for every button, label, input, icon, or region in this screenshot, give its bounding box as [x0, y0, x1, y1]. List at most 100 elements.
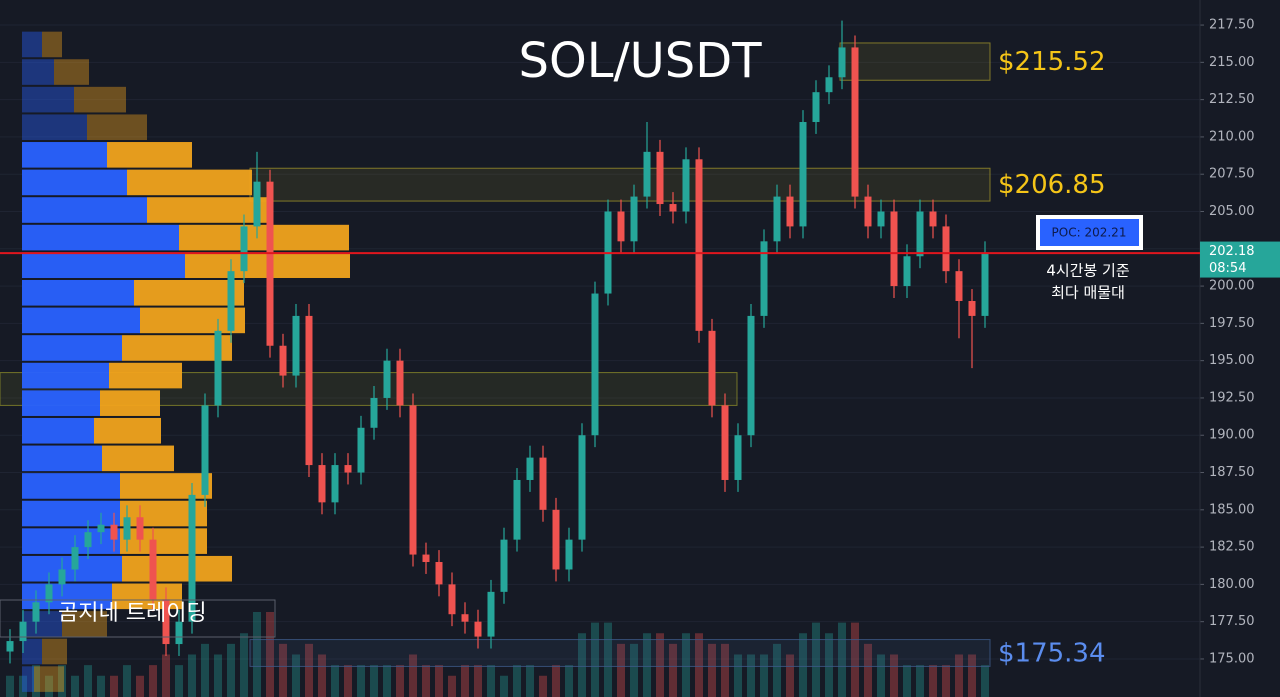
candle-body — [422, 554, 430, 563]
candle-body — [149, 539, 157, 600]
price-tag — [1200, 241, 1280, 278]
volume-bar — [500, 675, 508, 697]
zone — [249, 639, 991, 667]
volume-bar — [253, 612, 261, 697]
volume-bar — [240, 633, 248, 697]
candle-body — [162, 599, 170, 645]
volume-bar — [331, 665, 339, 697]
profile-buy — [22, 307, 140, 334]
volume-bar — [942, 665, 950, 697]
volume-bar — [461, 665, 469, 697]
candle-body — [968, 300, 976, 316]
candle-body — [461, 614, 469, 622]
candle-body — [487, 591, 495, 637]
profile-buy — [22, 362, 109, 389]
volume-bar — [422, 665, 430, 697]
profile-sell — [102, 445, 174, 472]
zone — [839, 42, 991, 81]
y-tick-label: 197.50 — [1209, 316, 1255, 331]
candle-body — [773, 196, 781, 242]
volume-bar — [6, 675, 14, 697]
volume-bar — [448, 675, 456, 697]
volume-bar — [97, 675, 105, 697]
profile-sell — [122, 555, 232, 582]
candle-body — [383, 360, 391, 398]
candle-body — [942, 226, 950, 272]
volume-bar — [604, 622, 612, 697]
volume-bar — [630, 643, 638, 697]
candle-body — [240, 226, 248, 272]
profile-sell — [74, 86, 126, 113]
price-tag-value: 202.18 — [1209, 244, 1255, 259]
volume-bar — [877, 654, 885, 697]
candle-body — [305, 315, 313, 466]
candle-body — [825, 77, 833, 93]
profile-buy — [22, 445, 102, 472]
candle-body — [188, 494, 196, 622]
volume-bar — [695, 633, 703, 697]
volume-bar — [526, 665, 534, 697]
volume-bar — [617, 643, 625, 697]
candle-body — [695, 159, 703, 331]
profile-buy — [22, 335, 122, 361]
candle-body — [409, 405, 417, 555]
profile-buy — [22, 169, 127, 196]
candle-body — [175, 621, 183, 645]
volume-bar — [383, 665, 391, 697]
candle-body — [344, 465, 352, 473]
zone-label: $206.85 — [998, 170, 1106, 200]
profile-buy — [22, 114, 87, 141]
volume-bar — [266, 612, 274, 697]
candle-body — [929, 211, 937, 227]
volume-bar — [799, 633, 807, 697]
candle-body — [32, 602, 40, 622]
volume-bar — [344, 665, 352, 697]
y-tick-label: 180.00 — [1209, 577, 1255, 592]
volume-bar — [838, 622, 846, 697]
y-tick-label: 192.50 — [1209, 390, 1255, 405]
candle-body — [110, 524, 118, 540]
candle-body — [812, 92, 820, 123]
volume-bar — [539, 675, 547, 697]
y-tick-label: 175.00 — [1209, 651, 1255, 666]
profile-buy — [22, 224, 179, 251]
volume-bar — [851, 622, 859, 697]
candle-body — [84, 532, 92, 548]
profile-sell — [62, 611, 107, 637]
candle-body — [58, 569, 66, 585]
candle-body — [734, 435, 742, 480]
candle-body — [591, 293, 599, 436]
profile-buy — [22, 473, 120, 499]
volume-bar — [227, 643, 235, 697]
y-tick-label: 182.50 — [1209, 540, 1255, 555]
candle-body — [513, 479, 521, 540]
profile-sell — [54, 59, 89, 85]
profile-sell — [122, 335, 232, 361]
candle-body — [292, 315, 300, 376]
volume-bar — [773, 643, 781, 697]
candle-body — [97, 524, 105, 533]
chart-title: SOL/USDT — [518, 33, 762, 89]
candle-body — [448, 584, 456, 615]
volume-bar — [591, 622, 599, 697]
volume-bar — [903, 665, 911, 697]
volume-bar — [552, 665, 560, 697]
volume-bar — [643, 633, 651, 697]
volume-bar — [188, 654, 196, 697]
candle-body — [500, 539, 508, 592]
candle-body — [786, 196, 794, 227]
volume-bar — [292, 654, 300, 697]
volume-bar — [357, 665, 365, 697]
volume-bar — [305, 643, 313, 697]
volume-bar — [58, 665, 66, 697]
volume-bar — [201, 643, 209, 697]
volume-bar — [32, 665, 40, 697]
candle-body — [565, 539, 573, 570]
volume-bar — [760, 654, 768, 697]
volume-bar — [318, 654, 326, 697]
candle-body — [630, 196, 638, 242]
candle-body — [539, 457, 547, 510]
candle-body — [396, 360, 404, 406]
volume-bar — [747, 654, 755, 697]
